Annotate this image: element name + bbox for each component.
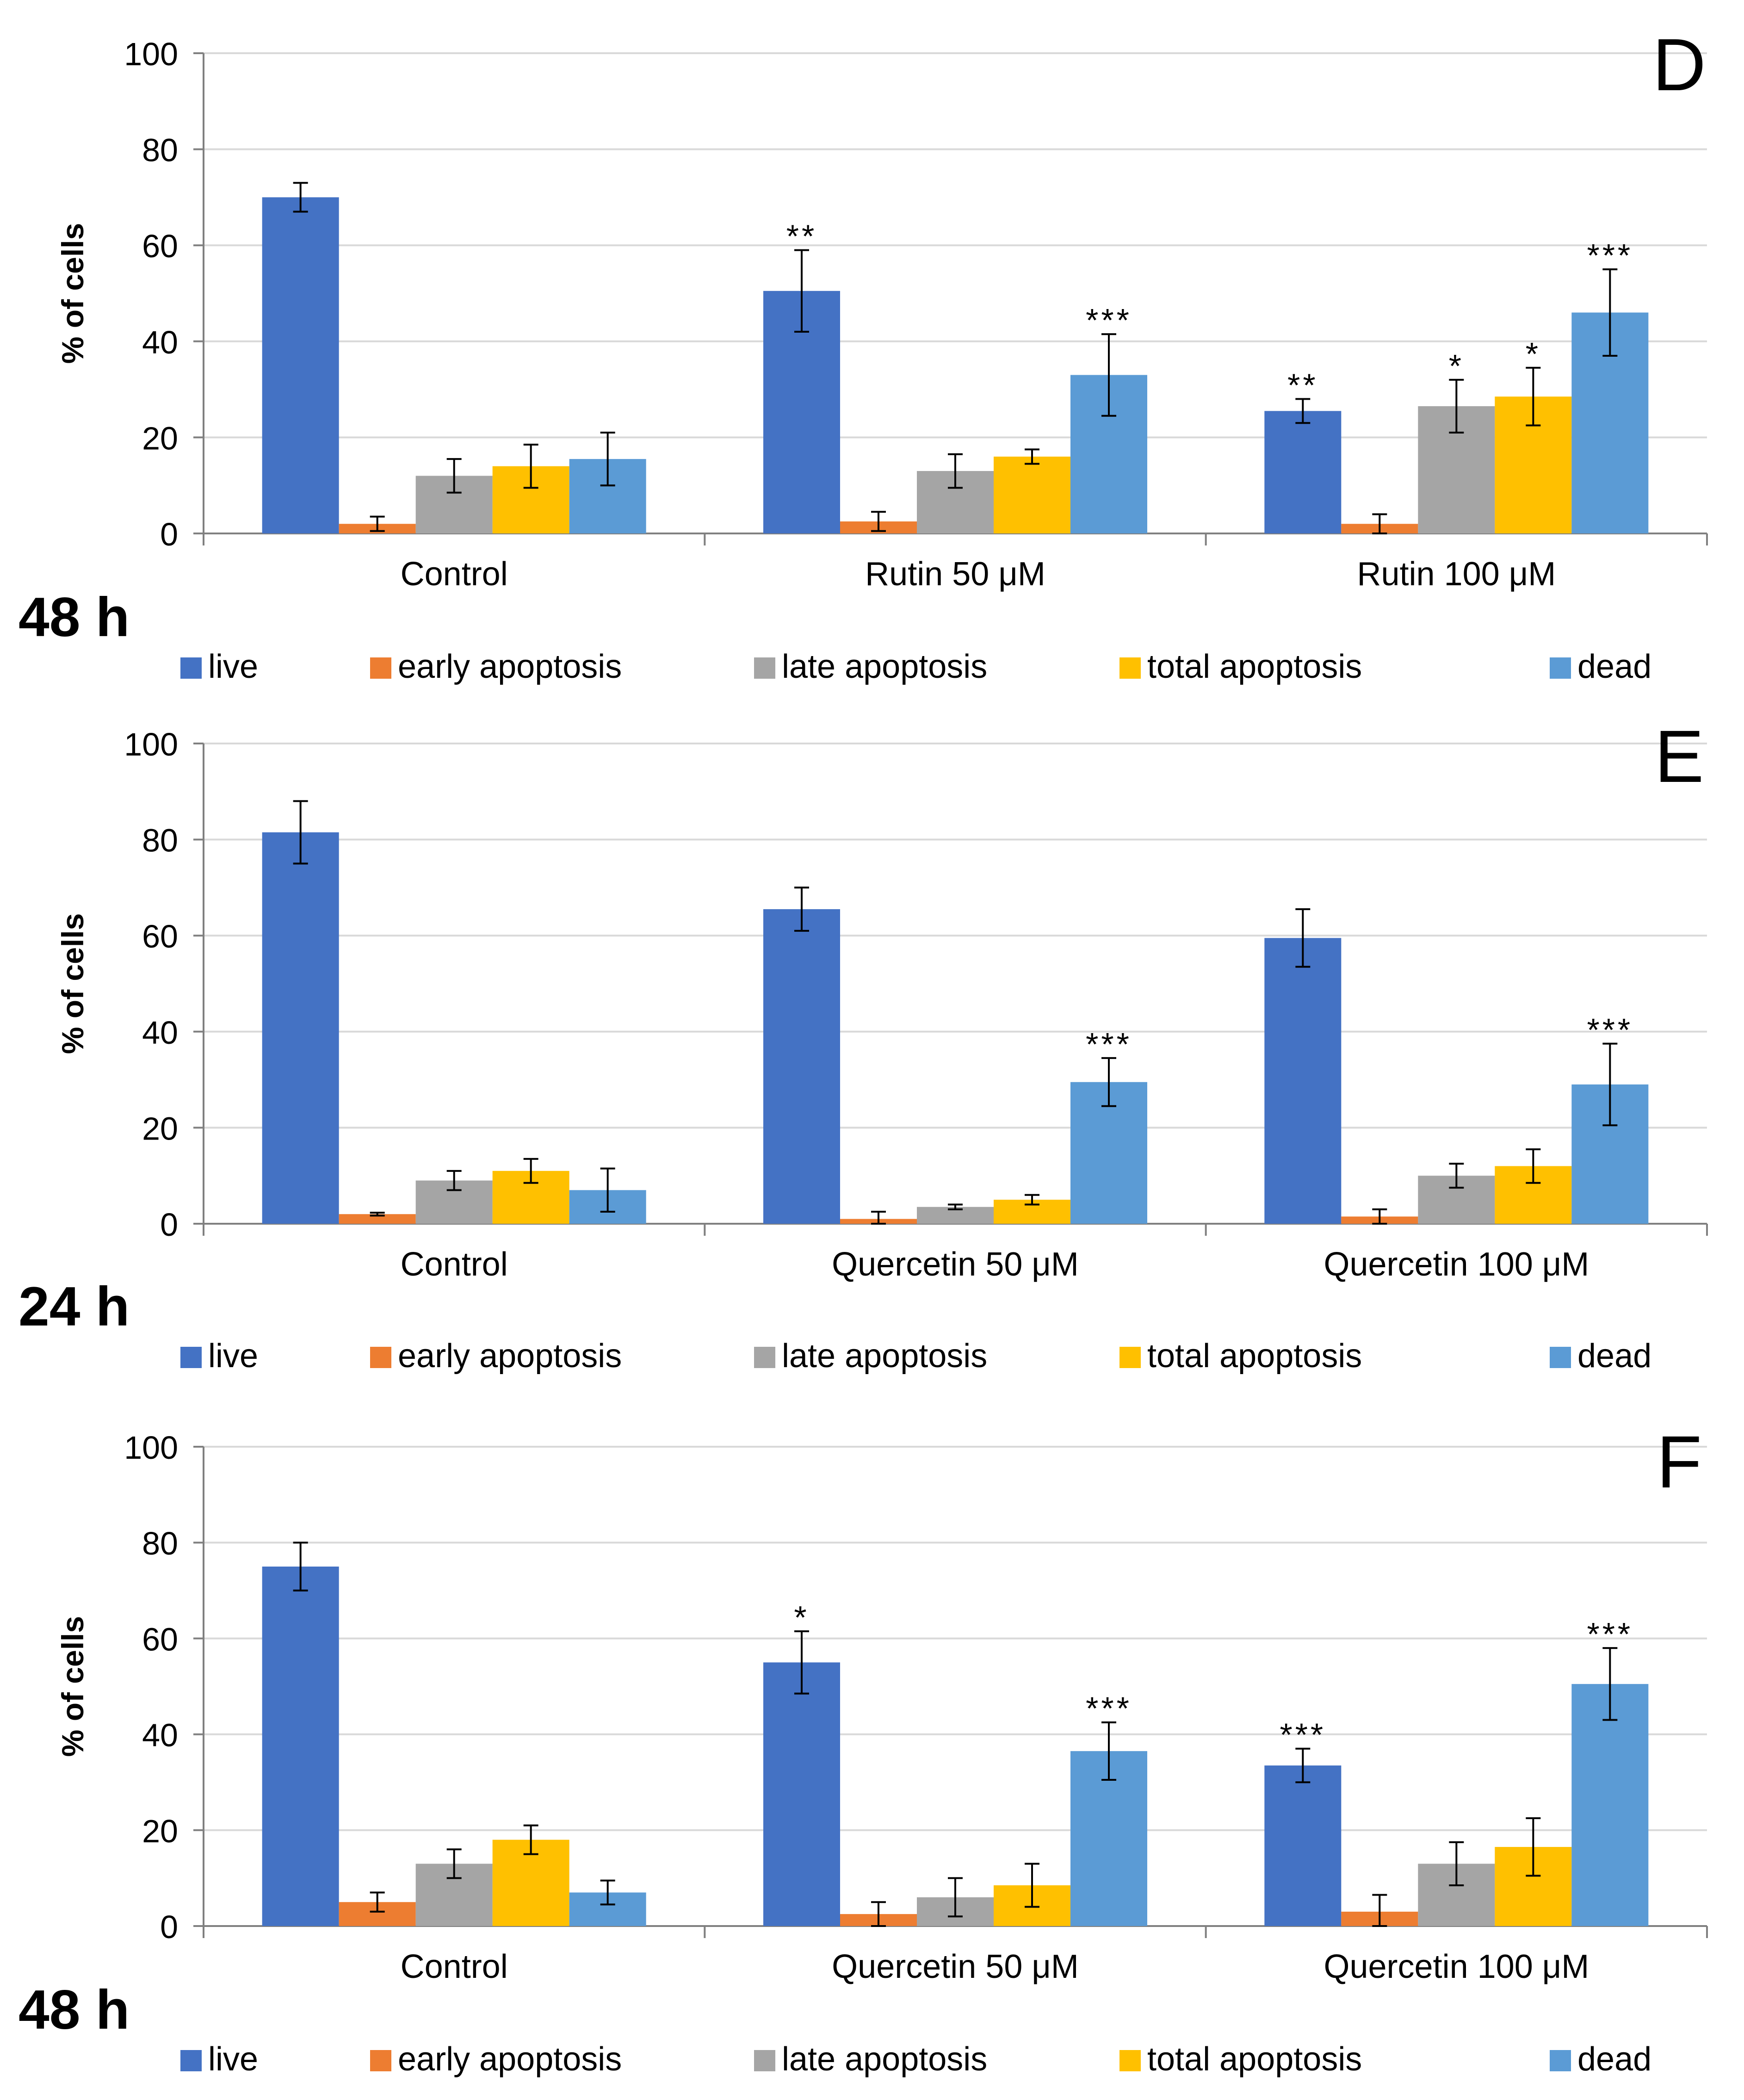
significance-marker: ** bbox=[786, 218, 817, 254]
legend-swatch-live bbox=[180, 2050, 202, 2071]
bar-total-apoptosis bbox=[994, 456, 1070, 533]
y-axis-title: % of cells bbox=[56, 1616, 90, 1757]
legend-swatch-total-apoptosis bbox=[1119, 2050, 1141, 2071]
significance-marker: *** bbox=[1587, 1616, 1633, 1652]
time-label: 48 h bbox=[19, 586, 130, 648]
category-label: Rutin 50 μM bbox=[865, 556, 1045, 593]
category-label: Quercetin 100 μM bbox=[1323, 1246, 1589, 1283]
legend: live early apoptosis late apoptosis total a… bbox=[180, 1338, 1651, 1375]
legend-swatch-total-apoptosis bbox=[1119, 1347, 1141, 1368]
chart-panel-e: 0 20 40 60 80 100 % of cells E Control *** Quercet… bbox=[19, 715, 1708, 1375]
legend-label: early apoptosis bbox=[398, 2041, 622, 2078]
legend-label: total apoptosis bbox=[1147, 2041, 1362, 2078]
bar-live bbox=[1264, 1765, 1342, 1926]
category-label: Control bbox=[401, 556, 508, 593]
significance-marker: * bbox=[1449, 348, 1464, 384]
y-tick-label: 40 bbox=[142, 324, 178, 360]
legend-swatch-dead bbox=[1550, 657, 1571, 679]
time-label: 48 h bbox=[19, 1979, 130, 2041]
y-tick-label: 40 bbox=[142, 1015, 178, 1051]
y-tick-label: 0 bbox=[160, 1909, 178, 1945]
legend-swatch-live bbox=[180, 1347, 202, 1368]
time-label: 24 h bbox=[19, 1276, 130, 1338]
bar-live bbox=[763, 909, 840, 1224]
bar-live bbox=[1264, 411, 1342, 533]
y-tick-label: 100 bbox=[124, 1430, 178, 1466]
y-tick-label: 60 bbox=[142, 1621, 178, 1657]
panel-label: F bbox=[1657, 1420, 1702, 1503]
y-tick-label: 80 bbox=[142, 823, 178, 859]
legend: live early apoptosis late apoptosis total a… bbox=[180, 2041, 1651, 2078]
significance-marker: * bbox=[1526, 336, 1541, 372]
panel-label: E bbox=[1655, 715, 1704, 798]
category-label: Control bbox=[401, 1246, 508, 1283]
significance-marker: *** bbox=[1086, 1691, 1132, 1727]
significance-marker: *** bbox=[1086, 1026, 1132, 1062]
category-label: Quercetin 50 μM bbox=[832, 1948, 1079, 1985]
legend-swatch-live bbox=[180, 657, 202, 679]
legend-swatch-early-apoptosis bbox=[370, 657, 391, 679]
legend-label: dead bbox=[1577, 2041, 1651, 2078]
legend-swatch-late-apoptosis bbox=[754, 2050, 775, 2071]
significance-marker: *** bbox=[1086, 302, 1132, 338]
legend-label: live bbox=[208, 1338, 258, 1375]
y-tick-label: 20 bbox=[142, 420, 178, 456]
legend-label: early apoptosis bbox=[398, 648, 622, 685]
legend-label: live bbox=[208, 2041, 258, 2078]
legend-label: dead bbox=[1577, 1338, 1651, 1375]
y-tick-label: 20 bbox=[142, 1813, 178, 1849]
y-tick-label: 20 bbox=[142, 1110, 178, 1146]
category-label: Control bbox=[401, 1948, 508, 1985]
category-label: Quercetin 50 μM bbox=[832, 1246, 1079, 1283]
y-tick-label: 80 bbox=[142, 1525, 178, 1561]
legend-label: late apoptosis bbox=[782, 1338, 987, 1375]
y-tick-label: 100 bbox=[124, 36, 178, 72]
y-tick-label: 60 bbox=[142, 228, 178, 264]
legend-label: live bbox=[208, 648, 258, 685]
significance-marker: *** bbox=[1587, 1012, 1633, 1048]
legend-swatch-late-apoptosis bbox=[754, 657, 775, 679]
bar-live bbox=[262, 832, 339, 1224]
legend-swatch-early-apoptosis bbox=[370, 1347, 391, 1368]
y-tick-label: 0 bbox=[160, 516, 178, 552]
legend-swatch-total-apoptosis bbox=[1119, 657, 1141, 679]
legend: live early apoptosis late apoptosis total a… bbox=[180, 648, 1651, 685]
legend-label: total apoptosis bbox=[1147, 1338, 1362, 1375]
bar-dead bbox=[1571, 1684, 1649, 1926]
bar-live bbox=[1264, 938, 1342, 1224]
bar-live bbox=[262, 197, 339, 533]
legend-swatch-dead bbox=[1550, 2050, 1571, 2071]
y-tick-label: 80 bbox=[142, 132, 178, 168]
legend-label: early apoptosis bbox=[398, 1338, 622, 1375]
y-tick-label: 0 bbox=[160, 1207, 178, 1243]
y-tick-label: 60 bbox=[142, 918, 178, 954]
bar-live bbox=[262, 1567, 339, 1926]
category-label: Rutin 100 μM bbox=[1357, 556, 1556, 593]
bar-early-apoptosis bbox=[339, 1214, 416, 1224]
y-tick-label: 40 bbox=[142, 1717, 178, 1753]
category-label: Quercetin 100 μM bbox=[1323, 1948, 1589, 1985]
significance-marker: * bbox=[794, 1599, 809, 1635]
bar-live bbox=[763, 1662, 840, 1926]
legend-swatch-late-apoptosis bbox=[754, 1347, 775, 1368]
significance-marker: *** bbox=[1280, 1717, 1326, 1753]
legend-swatch-dead bbox=[1550, 1347, 1571, 1368]
legend-swatch-early-apoptosis bbox=[370, 2050, 391, 2071]
significance-marker: ** bbox=[1287, 367, 1318, 403]
legend-label: late apoptosis bbox=[782, 648, 987, 685]
y-tick-label: 100 bbox=[124, 726, 178, 762]
legend-label: dead bbox=[1577, 648, 1651, 685]
significance-marker: *** bbox=[1587, 237, 1633, 273]
y-axis-title: % of cells bbox=[56, 913, 90, 1054]
y-axis-title: % of cells bbox=[56, 223, 90, 364]
legend-label: total apoptosis bbox=[1147, 648, 1362, 685]
legend-label: late apoptosis bbox=[782, 2041, 987, 2078]
panel-label: D bbox=[1652, 23, 1706, 106]
